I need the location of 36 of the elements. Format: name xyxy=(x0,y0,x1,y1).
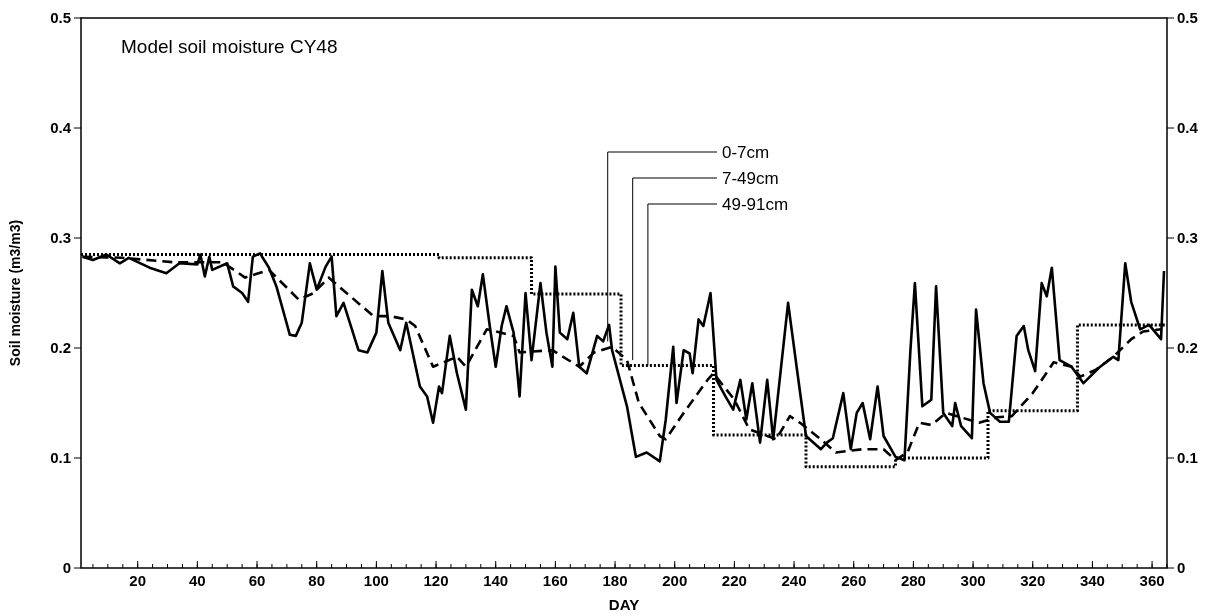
x-tick-label: 280 xyxy=(900,572,926,589)
x-tick-label: 200 xyxy=(662,572,688,589)
y-tick-label: 0.1 xyxy=(50,449,71,466)
x-tick-label: 60 xyxy=(248,572,266,589)
x-tick-label: 260 xyxy=(841,572,867,589)
x-tick-label: 240 xyxy=(781,572,807,589)
x-tick-label: 300 xyxy=(960,572,986,589)
y2-tick-label: 0.1 xyxy=(1177,449,1198,466)
y2-tick-label: 0.3 xyxy=(1177,229,1198,246)
text: 49-91cm xyxy=(722,195,789,214)
x-tick-label: 220 xyxy=(721,572,747,589)
y2-tick-label: 0.4 xyxy=(1177,119,1199,136)
x-tick-label: 80 xyxy=(308,572,326,589)
y2-tick-label: 0.5 xyxy=(1177,9,1198,26)
y-tick-label: 0.3 xyxy=(50,229,71,246)
y-axis-title: Soil moisture (m3/m3) xyxy=(7,219,23,367)
x-tick-label: 360 xyxy=(1139,572,1165,589)
y2-tick-label: 0 xyxy=(1177,559,1186,576)
y-tick-label: 0.5 xyxy=(50,9,71,26)
x-tick-label: 160 xyxy=(542,572,568,589)
x-tick-label: 40 xyxy=(189,572,206,589)
x-tick-label: 340 xyxy=(1079,572,1105,589)
text: 0-7cm xyxy=(722,143,770,162)
y-tick-label: 0.2 xyxy=(50,339,71,356)
x-tick-label: 320 xyxy=(1020,572,1046,589)
x-tick-label: 120 xyxy=(423,572,449,589)
x-tick-label: 180 xyxy=(602,572,628,589)
y2-tick-label: 0.2 xyxy=(1177,339,1198,356)
y-tick-label: 0.4 xyxy=(50,119,72,136)
x-tick-label: 140 xyxy=(483,572,509,589)
x-axis-title: DAY xyxy=(608,596,640,613)
text: 7-49cm xyxy=(722,169,779,188)
x-tick-label: 20 xyxy=(129,572,147,589)
y-tick-label: 0 xyxy=(62,559,71,576)
x-tick-label: 100 xyxy=(363,572,389,589)
text: Model soil moisture CY48 xyxy=(121,36,338,57)
